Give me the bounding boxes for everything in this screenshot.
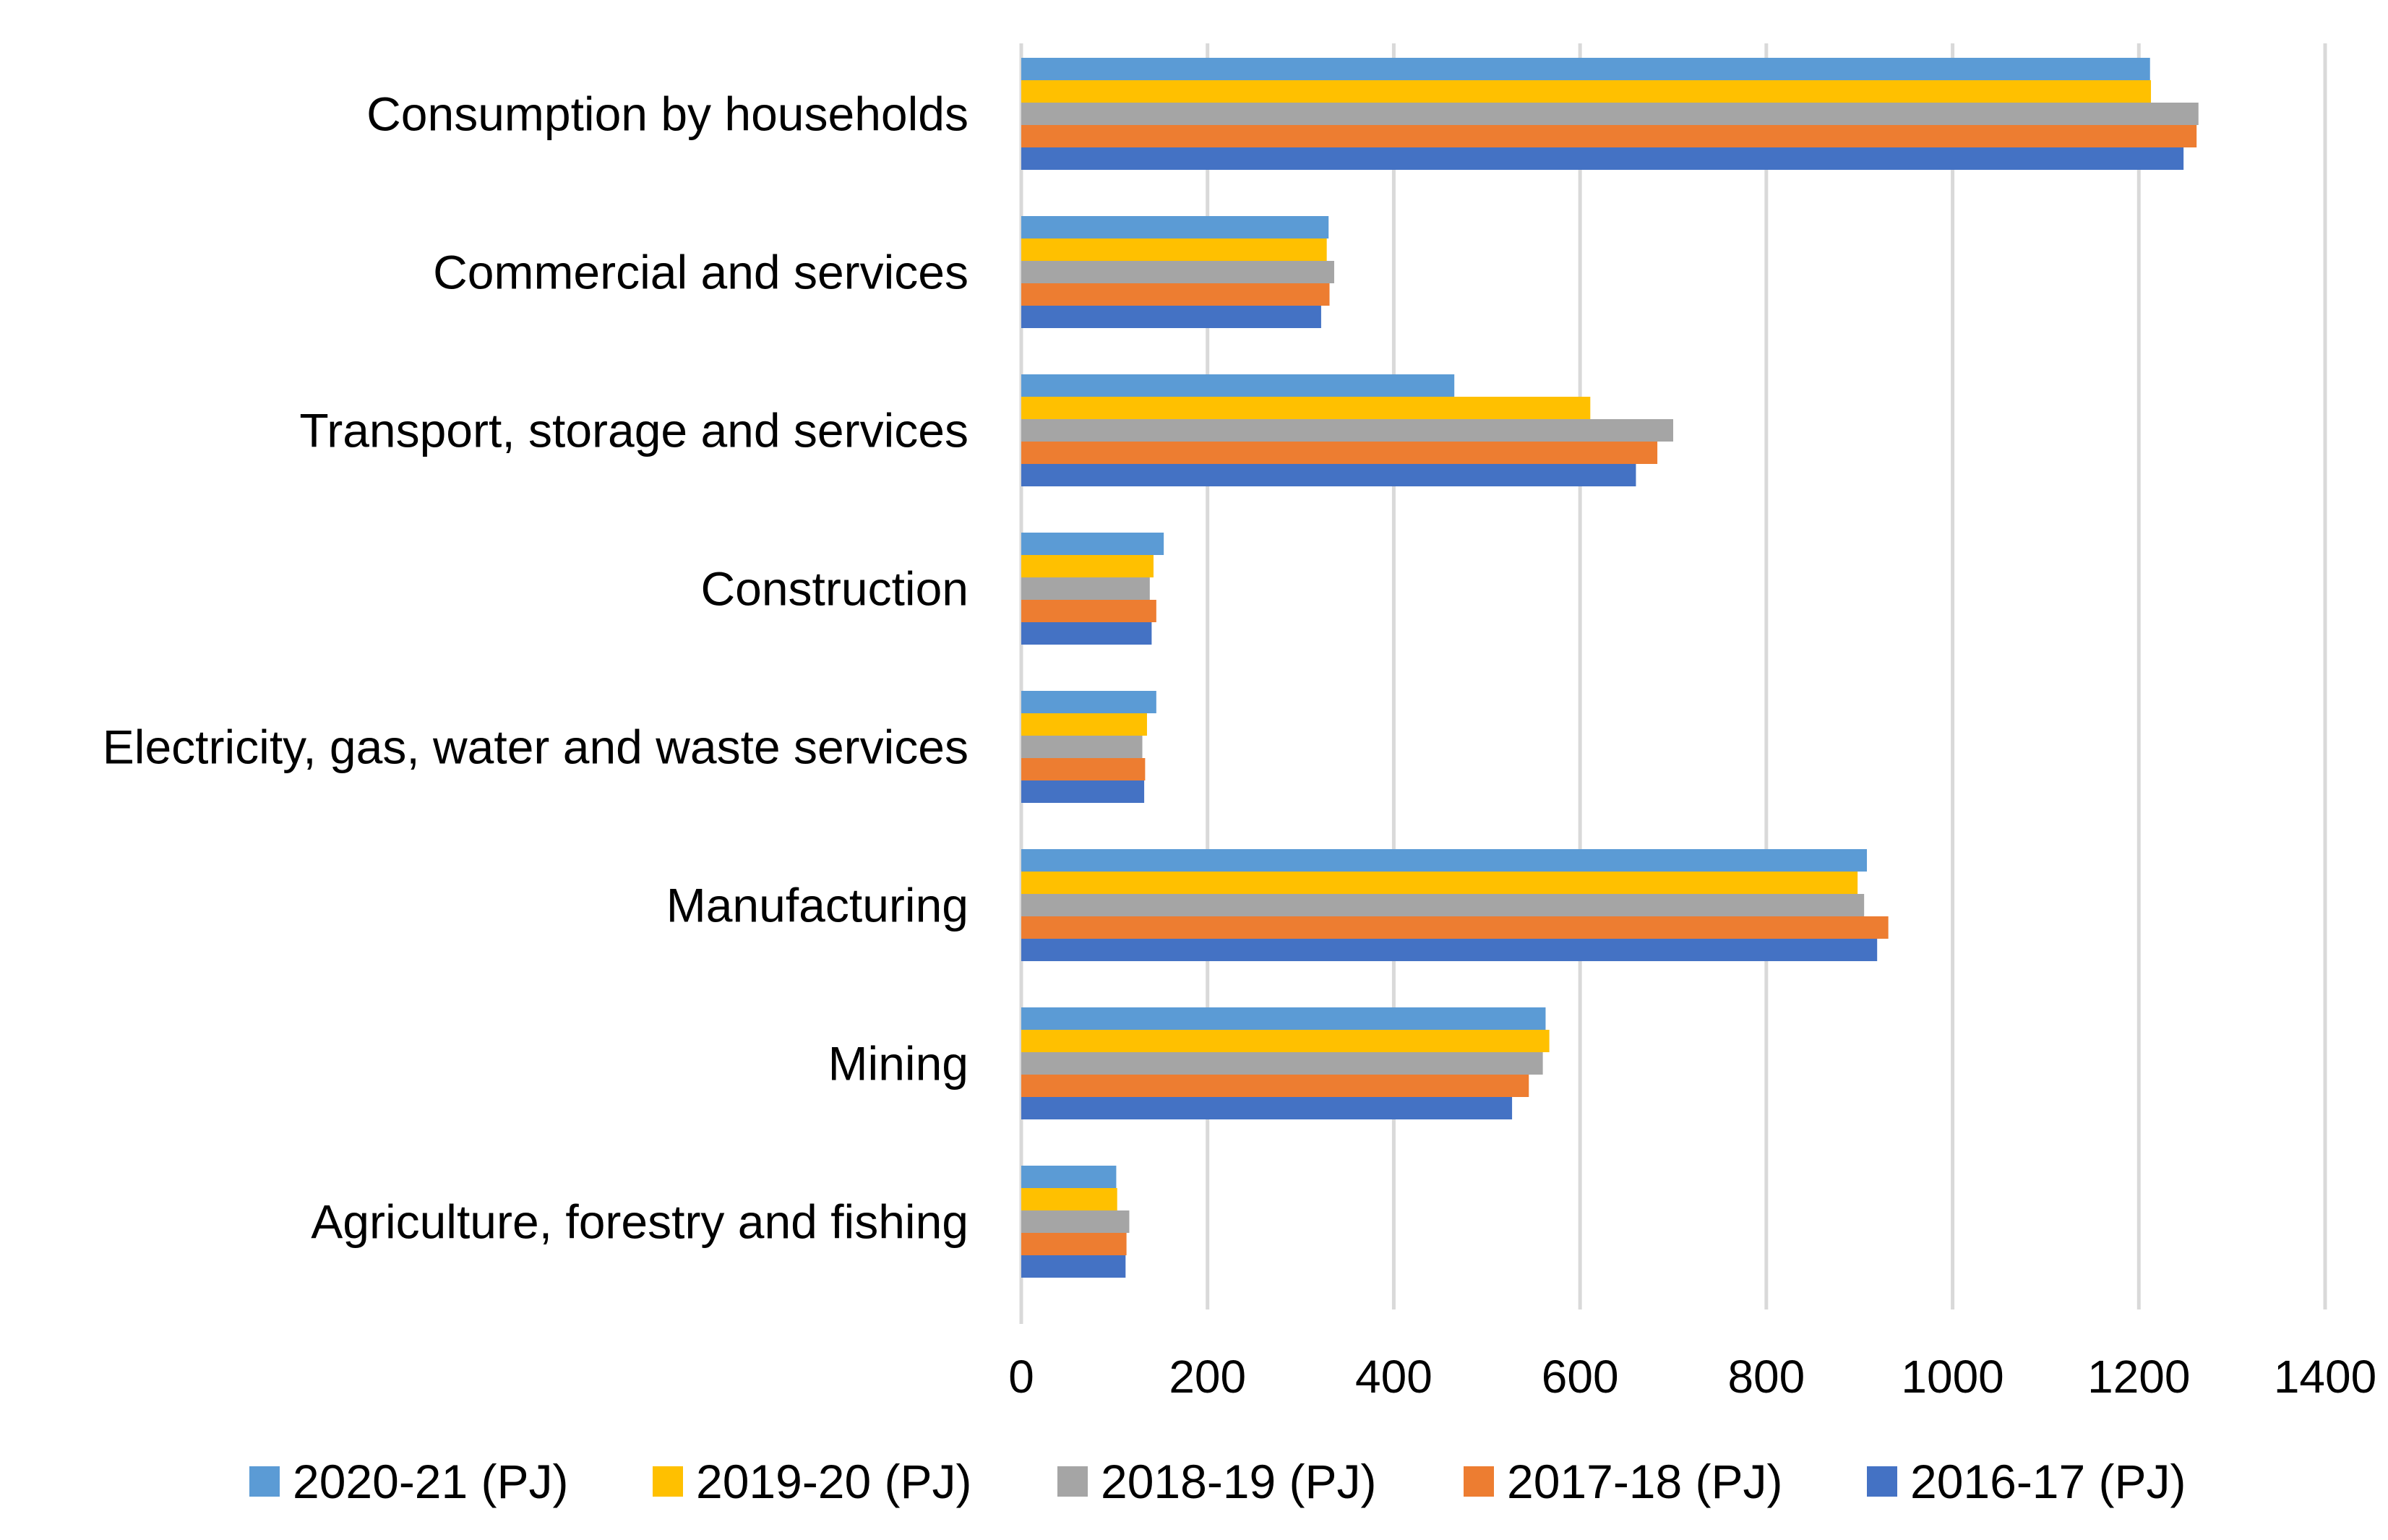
bar-manufacturing-2018-19-pj — [1021, 894, 1865, 916]
x-tick-label-1400: 1400 — [2274, 1351, 2376, 1403]
bar-construction-2018-19-pj — [1021, 577, 1150, 600]
bar-consumption-by-households-2018-19-pj — [1021, 103, 2199, 125]
bar-commercial-and-services-2016-17-pj — [1021, 306, 1321, 328]
legend-swatch-2019-20-pj — [653, 1466, 683, 1497]
bar-manufacturing-2020-21-pj — [1021, 849, 1868, 872]
x-tick-label-200: 200 — [1169, 1351, 1246, 1403]
legend-label-2020-21-pj: 2020-21 (PJ) — [293, 1455, 569, 1508]
bar-agriculture-forestry-and-fishing-2019-20-pj — [1021, 1188, 1117, 1210]
bar-electricity-gas-water-and-waste-services-2019-20-pj — [1021, 713, 1147, 736]
bar-agriculture-forestry-and-fishing-2018-19-pj — [1021, 1210, 1130, 1233]
category-label-electricity-gas-water-and-waste-services: Electricity, gas, water and waste servic… — [103, 720, 968, 774]
category-label-consumption-by-households: Consumption by households — [366, 87, 968, 141]
category-label-transport-storage-and-services: Transport, storage and services — [299, 404, 968, 457]
x-tick-label-1200: 1200 — [2087, 1351, 2190, 1403]
bar-consumption-by-households-2016-17-pj — [1021, 147, 2184, 170]
category-label-commercial-and-services: Commercial and services — [433, 246, 968, 299]
bar-construction-2016-17-pj — [1021, 622, 1152, 645]
x-tick-label-400: 400 — [1355, 1351, 1433, 1403]
bar-electricity-gas-water-and-waste-services-2018-19-pj — [1021, 736, 1143, 758]
bar-construction-2020-21-pj — [1021, 533, 1164, 555]
bar-electricity-gas-water-and-waste-services-2020-21-pj — [1021, 691, 1156, 713]
x-axis-tick-labels: 0 200 400 600 800 1000 1200 1400 — [1008, 1351, 2376, 1403]
bar-series — [1021, 58, 2199, 1278]
bar-consumption-by-households-2017-18-pj — [1021, 125, 2197, 147]
bar-agriculture-forestry-and-fishing-2016-17-pj — [1021, 1255, 1126, 1278]
legend-swatch-2018-19-pj — [1057, 1466, 1088, 1497]
bar-electricity-gas-water-and-waste-services-2017-18-pj — [1021, 758, 1146, 780]
bar-manufacturing-2017-18-pj — [1021, 916, 1889, 939]
x-tick-label-600: 600 — [1542, 1351, 1619, 1403]
bar-manufacturing-2019-20-pj — [1021, 872, 1858, 894]
bar-commercial-and-services-2020-21-pj — [1021, 216, 1329, 238]
bar-mining-2019-20-pj — [1021, 1030, 1550, 1052]
bar-construction-2017-18-pj — [1021, 600, 1156, 622]
bar-mining-2016-17-pj — [1021, 1097, 1513, 1119]
legend-swatch-2016-17-pj — [1867, 1466, 1897, 1497]
bar-consumption-by-households-2020-21-pj — [1021, 58, 2150, 80]
category-label-construction: Construction — [700, 562, 968, 616]
bar-transport-storage-and-services-2019-20-pj — [1021, 397, 1591, 419]
bar-agriculture-forestry-and-fishing-2020-21-pj — [1021, 1166, 1117, 1188]
bar-transport-storage-and-services-2016-17-pj — [1021, 464, 1636, 486]
category-labels: Consumption by households Commercial and … — [103, 87, 968, 1249]
x-tick-label-800: 800 — [1727, 1351, 1805, 1403]
bar-transport-storage-and-services-2018-19-pj — [1021, 419, 1673, 442]
legend-label-2016-17-pj: 2016-17 (PJ) — [1910, 1455, 2186, 1508]
x-tick-label-0: 0 — [1008, 1351, 1034, 1403]
bar-mining-2020-21-pj — [1021, 1007, 1546, 1030]
legend-label-2019-20-pj: 2019-20 (PJ) — [696, 1455, 972, 1508]
legend-swatch-2020-21-pj — [249, 1466, 280, 1497]
category-label-mining: Mining — [828, 1037, 968, 1091]
x-tick-label-1000: 1000 — [1901, 1351, 2003, 1403]
bar-manufacturing-2016-17-pj — [1021, 939, 1878, 961]
legend-label-2018-19-pj: 2018-19 (PJ) — [1101, 1455, 1377, 1508]
bar-commercial-and-services-2018-19-pj — [1021, 261, 1334, 283]
legend: 2020-21 (PJ) 2019-20 (PJ) 2018-19 (PJ) 2017… — [249, 1455, 2186, 1508]
bar-consumption-by-households-2019-20-pj — [1021, 80, 2152, 103]
category-label-agriculture-forestry-and-fishing: Agriculture, forestry and fishing — [311, 1195, 968, 1249]
bar-mining-2017-18-pj — [1021, 1075, 1529, 1097]
bar-mining-2018-19-pj — [1021, 1052, 1543, 1075]
bar-transport-storage-and-services-2017-18-pj — [1021, 442, 1658, 464]
bar-commercial-and-services-2019-20-pj — [1021, 238, 1327, 261]
bar-electricity-gas-water-and-waste-services-2016-17-pj — [1021, 780, 1145, 803]
bar-transport-storage-and-services-2020-21-pj — [1021, 374, 1455, 397]
category-label-manufacturing: Manufacturing — [666, 879, 968, 932]
gridlines — [1206, 43, 2327, 1309]
bar-construction-2019-20-pj — [1021, 555, 1154, 577]
bar-commercial-and-services-2017-18-pj — [1021, 283, 1330, 306]
legend-label-2017-18-pj: 2017-18 (PJ) — [1507, 1455, 1783, 1508]
bar-agriculture-forestry-and-fishing-2017-18-pj — [1021, 1233, 1127, 1255]
legend-swatch-2017-18-pj — [1464, 1466, 1494, 1497]
